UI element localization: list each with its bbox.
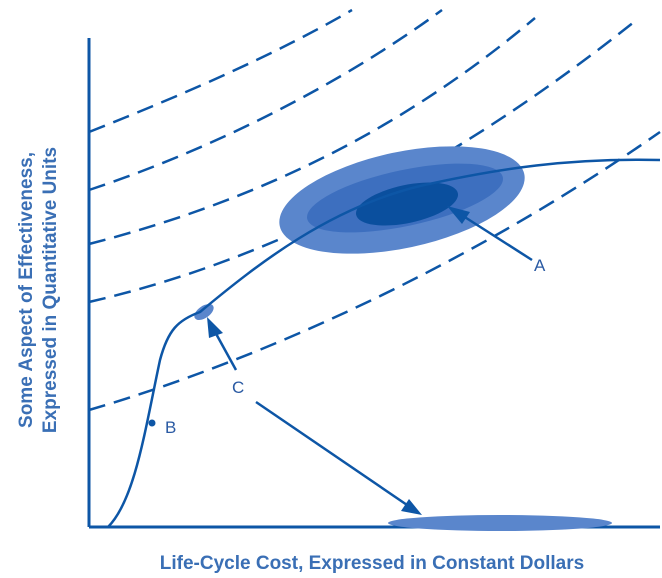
y-axis-title: Some Aspect of Effectiveness, Expressed … (16, 147, 61, 433)
arrow-c-down (255, 400, 422, 515)
label-c: C (232, 378, 244, 397)
y-axis-title-line1: Some Aspect of Effectiveness, (16, 152, 37, 428)
iso-curve-5 (88, 130, 661, 412)
point-b-marker (148, 419, 156, 427)
region-c-small (194, 304, 214, 320)
iso-curve-2 (88, 8, 443, 192)
region-bottom (388, 515, 612, 531)
region-a (279, 146, 525, 254)
region-a-inner (355, 182, 459, 226)
iso-curve-1 (88, 8, 353, 134)
arrow-a (447, 206, 533, 262)
y-axis-title-line2: Expressed in Quantitative Units (40, 147, 61, 433)
x-axis-title: Life-Cycle Cost, Expressed in Constant D… (160, 553, 584, 574)
label-a: A (534, 256, 546, 275)
iso-curve-3 (88, 17, 536, 246)
arrow-c-up (207, 317, 238, 371)
label-b: B (165, 418, 176, 437)
effectiveness-curve (107, 158, 661, 528)
